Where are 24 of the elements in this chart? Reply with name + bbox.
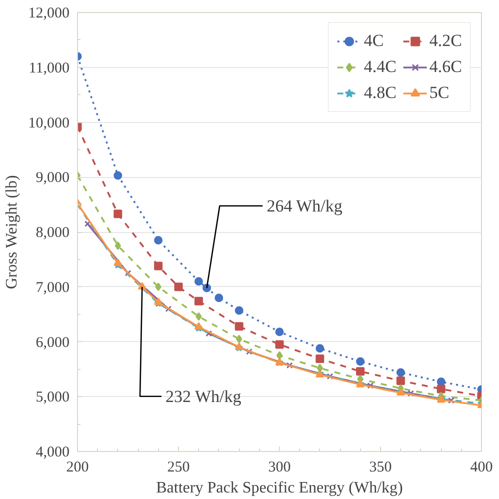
legend-label: 4C (364, 31, 384, 51)
y-tick-label: 11,000 (28, 60, 70, 76)
y-axis-title: Gross Weight (lb) (3, 175, 20, 290)
legend-label: 4.4C (364, 57, 396, 77)
y-tick-label: 4,000 (36, 444, 70, 460)
annotation: 232 Wh/kg (166, 386, 242, 406)
legend-label: 4.6C (429, 57, 462, 77)
x-tick-label: 350 (369, 460, 392, 476)
x-tick-label: 200 (66, 460, 89, 476)
y-tick-label: 8,000 (36, 225, 70, 241)
legend-label: 5C (429, 83, 450, 103)
y-tick-label: 9,000 (36, 170, 70, 186)
x-tick-label: 250 (167, 460, 190, 476)
x-tick-label: 400 (470, 460, 493, 476)
y-tick-label: 12,000 (28, 6, 70, 22)
annotation: 264 Wh/kg (266, 196, 343, 216)
y-tick-label: 10,000 (28, 115, 70, 132)
legend-label: 4.2C (429, 31, 462, 51)
y-tick-label: 7,000 (36, 280, 70, 296)
y-tick-label: 6,000 (36, 334, 70, 351)
legend-label: 4.8C (364, 83, 396, 103)
y-tick-label: 5,000 (36, 390, 70, 406)
x-axis-title: Battery Pack Specific Energy (Wh/kg) (156, 480, 403, 496)
x-tick-label: 300 (268, 460, 291, 476)
